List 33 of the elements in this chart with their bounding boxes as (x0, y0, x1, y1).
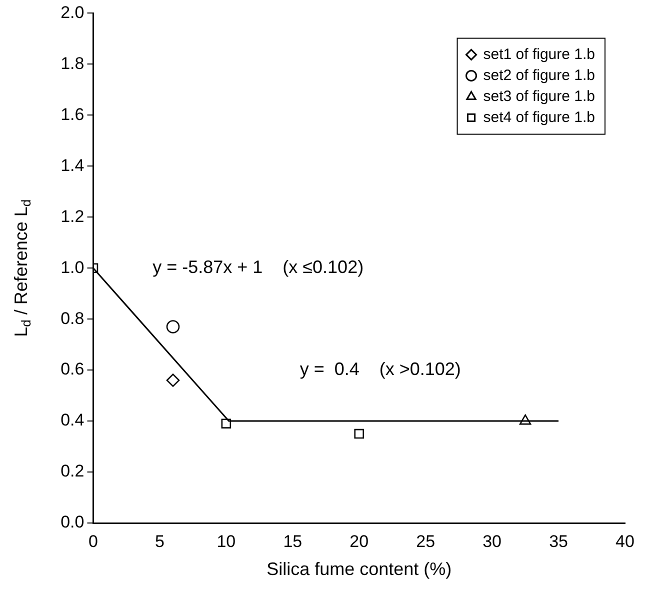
y-tick-label: 0.2 (60, 462, 84, 481)
point (519, 414, 532, 425)
annotation: y = -5.87x + 1 (x ≤0.102) (152, 257, 364, 278)
point (221, 418, 232, 428)
annotation: y = 0.4 (x >0.102) (300, 359, 461, 380)
y-tick-label: 1.6 (60, 104, 84, 124)
x-tick-label: 10 (216, 532, 236, 551)
legend-label: set4 of figure 1.b (483, 108, 596, 126)
y-axis-title: Ld / Reference Ld (10, 199, 34, 337)
y-tick-label: 0.6 (60, 360, 84, 379)
x-tick-label: 35 (549, 532, 568, 551)
legend-label: set2 of figure 1.b (483, 66, 596, 84)
y-tick-label: 1.2 (60, 206, 84, 226)
legend-label: set3 of figure 1.b (483, 88, 596, 105)
legend-label: set1 of figure 1.b (483, 46, 596, 63)
point (354, 428, 364, 439)
x-tick-label: 25 (416, 532, 436, 551)
y-tick-label: 2.0 (60, 2, 84, 22)
y-tick-label: 0.8 (60, 308, 84, 328)
x-tick-label: 5 (154, 532, 164, 551)
x-tick-label: 0 (88, 532, 98, 551)
x-tick-label: 30 (482, 532, 502, 551)
x-tick-label: 20 (350, 532, 369, 551)
y-tick-label: 0.4 (60, 410, 84, 430)
x-tick-label: 40 (616, 532, 634, 551)
x-axis-title: Silica fume content (%) (266, 559, 452, 580)
y-tick-label: 1.4 (60, 156, 84, 175)
y-tick-label: 1.0 (60, 258, 84, 277)
x-tick-label: 15 (283, 532, 302, 551)
y-tick-label: 1.8 (60, 54, 84, 73)
point (166, 320, 180, 334)
point (166, 374, 180, 387)
y-tick-label: 0.0 (60, 512, 84, 532)
